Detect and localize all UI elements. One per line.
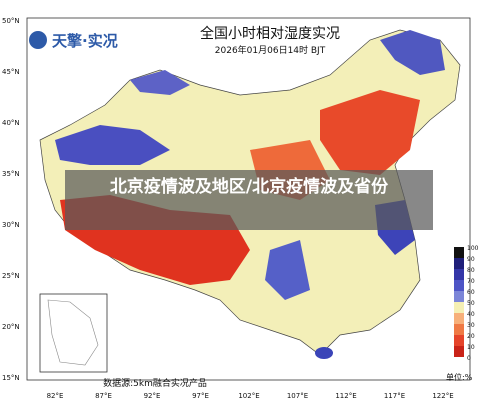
legend-label: 100 (467, 245, 479, 252)
logo: 天擎·实况 (52, 32, 118, 50)
legend-unit: 单位:% (446, 372, 473, 382)
logo-icon (29, 31, 47, 49)
humidity-low (320, 90, 420, 175)
lat-label: 20°N (2, 323, 20, 331)
lat-label: 30°N (2, 221, 20, 229)
lon-label: 112°E (335, 392, 356, 400)
legend-label: 40 (467, 311, 475, 318)
legend-label: 30 (467, 322, 475, 329)
subtitle: 2026年01月06日14时 BJT (215, 44, 326, 56)
legend-label: 80 (467, 267, 475, 274)
lat-label: 45°N (2, 68, 20, 76)
lon-label: 117°E (384, 392, 405, 400)
legend-label: 90 (467, 256, 475, 263)
lat-label: 50°N (2, 17, 20, 25)
lat-label: 40°N (2, 119, 20, 127)
hainan (315, 347, 333, 359)
lon-label: 92°E (144, 392, 161, 400)
humidity-high (380, 30, 445, 75)
legend-label: 20 (467, 333, 475, 340)
humidity-high (265, 240, 310, 300)
legend-label: 50 (467, 300, 475, 307)
source: 数据源:5km融合实况产品 (103, 377, 207, 389)
lon-label: 107°E (287, 392, 308, 400)
humidity-high (55, 125, 170, 165)
lat-label: 25°N (2, 272, 20, 280)
legend-label: 10 (467, 344, 475, 351)
legend-boxes (454, 247, 464, 357)
south-sea (47, 299, 99, 366)
lat-label: 15°N (2, 374, 20, 382)
lon-label: 102°E (238, 392, 259, 400)
lon-label: 122°E (432, 392, 453, 400)
lon-label: 87°E (95, 392, 112, 400)
legend-label: 70 (467, 278, 475, 285)
overlay-banner: 北京疫情波及地区/北京疫情波及省份 (65, 170, 433, 230)
lat-label: 35°N (2, 170, 20, 178)
lon-label: 82°E (47, 392, 64, 400)
lon-label: 97°E (192, 392, 209, 400)
legend-label: 0 (467, 355, 471, 362)
inset-map (39, 293, 108, 373)
humidity-high (130, 70, 190, 95)
title: 全国小时相对湿度实况 (200, 25, 340, 42)
legend-label: 60 (467, 289, 475, 296)
